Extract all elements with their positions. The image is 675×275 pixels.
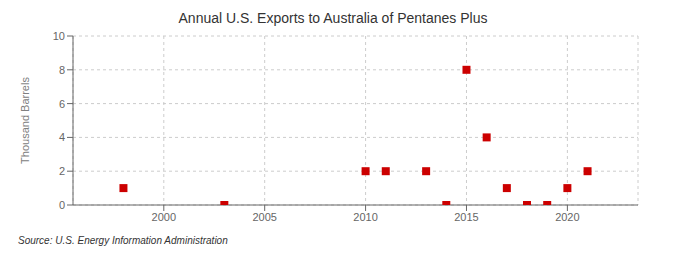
svg-text:2015: 2015 (454, 211, 478, 223)
svg-text:2010: 2010 (353, 211, 377, 223)
html-text:Source: U.S. Energy Informatio: Source: U.S. Energy Information Administ… (18, 235, 228, 246)
svg-text:10: 10 (53, 30, 65, 42)
svg-text:Thousand Barrels: Thousand Barrels (19, 77, 31, 164)
svg-text:6: 6 (59, 98, 65, 110)
svg-text:2005: 2005 (252, 211, 276, 223)
svg-text:0: 0 (59, 199, 65, 211)
svg-text:2000: 2000 (152, 211, 176, 223)
svg-text:4: 4 (59, 131, 65, 143)
svg-text:8: 8 (59, 64, 65, 76)
svg-text:2: 2 (59, 165, 65, 177)
svg-text:2020: 2020 (555, 211, 579, 223)
html-text:Annual U.S. Exports to Austral: Annual U.S. Exports to Australia of Pent… (178, 10, 488, 26)
